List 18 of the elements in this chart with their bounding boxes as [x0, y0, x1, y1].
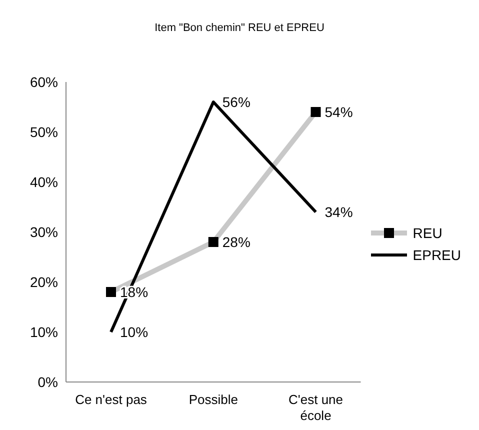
data-label: 28% — [222, 234, 250, 250]
y-tick-label: 20% — [30, 274, 58, 290]
y-tick-label: 40% — [30, 174, 58, 190]
y-tick-label: 30% — [30, 224, 58, 240]
y-tick-label: 10% — [30, 324, 58, 340]
x-tick-label: Possible — [188, 392, 238, 407]
data-label: 54% — [324, 104, 353, 120]
legend-label: REU — [412, 225, 442, 241]
chart-title: Item "Bon chemin" REU et EPREU — [154, 21, 326, 36]
y-tick-label: 50% — [30, 124, 58, 140]
data-label: 56% — [222, 94, 250, 110]
y-tick-label: 60% — [30, 74, 58, 90]
data-label: 34% — [324, 204, 353, 220]
y-tick-label: 0% — [38, 374, 58, 390]
x-tick-label: Ce n'est pas — [75, 392, 148, 407]
data-label: 10% — [120, 324, 148, 340]
legend-label: EPREU — [412, 247, 461, 263]
x-tick-label: C'est une école — [288, 392, 344, 423]
